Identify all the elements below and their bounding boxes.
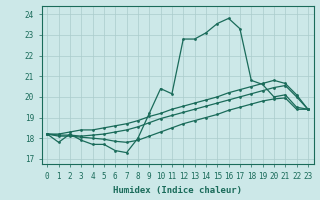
X-axis label: Humidex (Indice chaleur): Humidex (Indice chaleur) — [113, 186, 242, 195]
